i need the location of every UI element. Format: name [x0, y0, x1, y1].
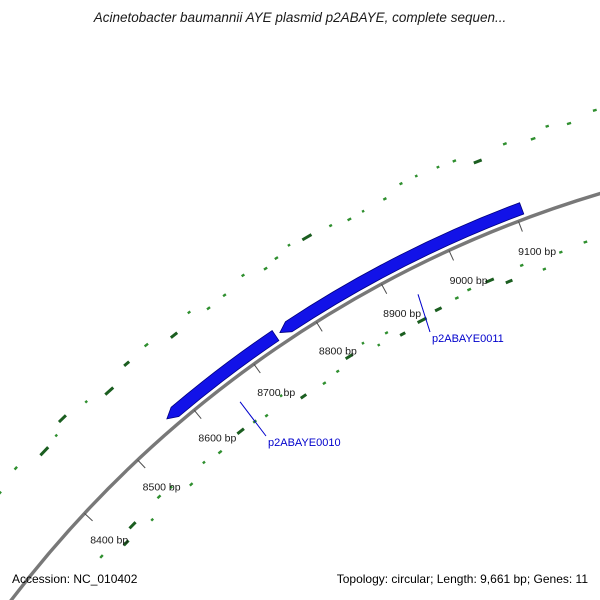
gene-label[interactable]: p2ABAYE0011	[432, 333, 504, 345]
topology-text: Topology: circular; Length: 9,661 bp; Ge…	[336, 572, 588, 586]
ruler-ticks: 8400 bp 8500 bp 8600 bp 8700 bp 8800 bp 8900 …	[84, 221, 556, 546]
gene-label[interactable]: p2ABAYE0010	[268, 437, 341, 449]
sequence-title: Acinetobacter baumannii AYE plasmid p2AB…	[93, 10, 507, 25]
tick-label: 8800 bp	[319, 346, 357, 358]
status-bar: Accession: NC_010402 Topology: circular;…	[0, 572, 600, 586]
tick-label: 8400 bp	[90, 534, 128, 546]
tick-mark	[84, 513, 93, 522]
gene-arrow[interactable]	[166, 330, 280, 420]
tick-label: 9100 bp	[518, 246, 556, 258]
tick-label: 8500 bp	[143, 482, 181, 494]
tick-mark	[315, 321, 323, 332]
tick-mark	[137, 459, 146, 469]
gene-arrow[interactable]	[279, 202, 525, 334]
tick-label: 8600 bp	[198, 432, 236, 444]
plasmid-backbone	[9, 191, 600, 600]
gene-label-leader	[239, 401, 267, 437]
tick-label: 9000 bp	[450, 275, 488, 287]
tick-mark	[381, 283, 388, 294]
tick-mark	[193, 409, 202, 419]
gene-label-leader	[417, 294, 431, 333]
tick-label: 8700 bp	[257, 387, 295, 399]
tick-label: 8900 bp	[383, 308, 421, 320]
tick-mark	[253, 363, 261, 374]
accession-text: Accession: NC_010402	[12, 572, 138, 586]
tick-mark	[517, 221, 523, 232]
gc-dots-inner	[99, 240, 588, 559]
tick-mark	[448, 250, 455, 261]
gc-dots-outer	[0, 108, 597, 495]
